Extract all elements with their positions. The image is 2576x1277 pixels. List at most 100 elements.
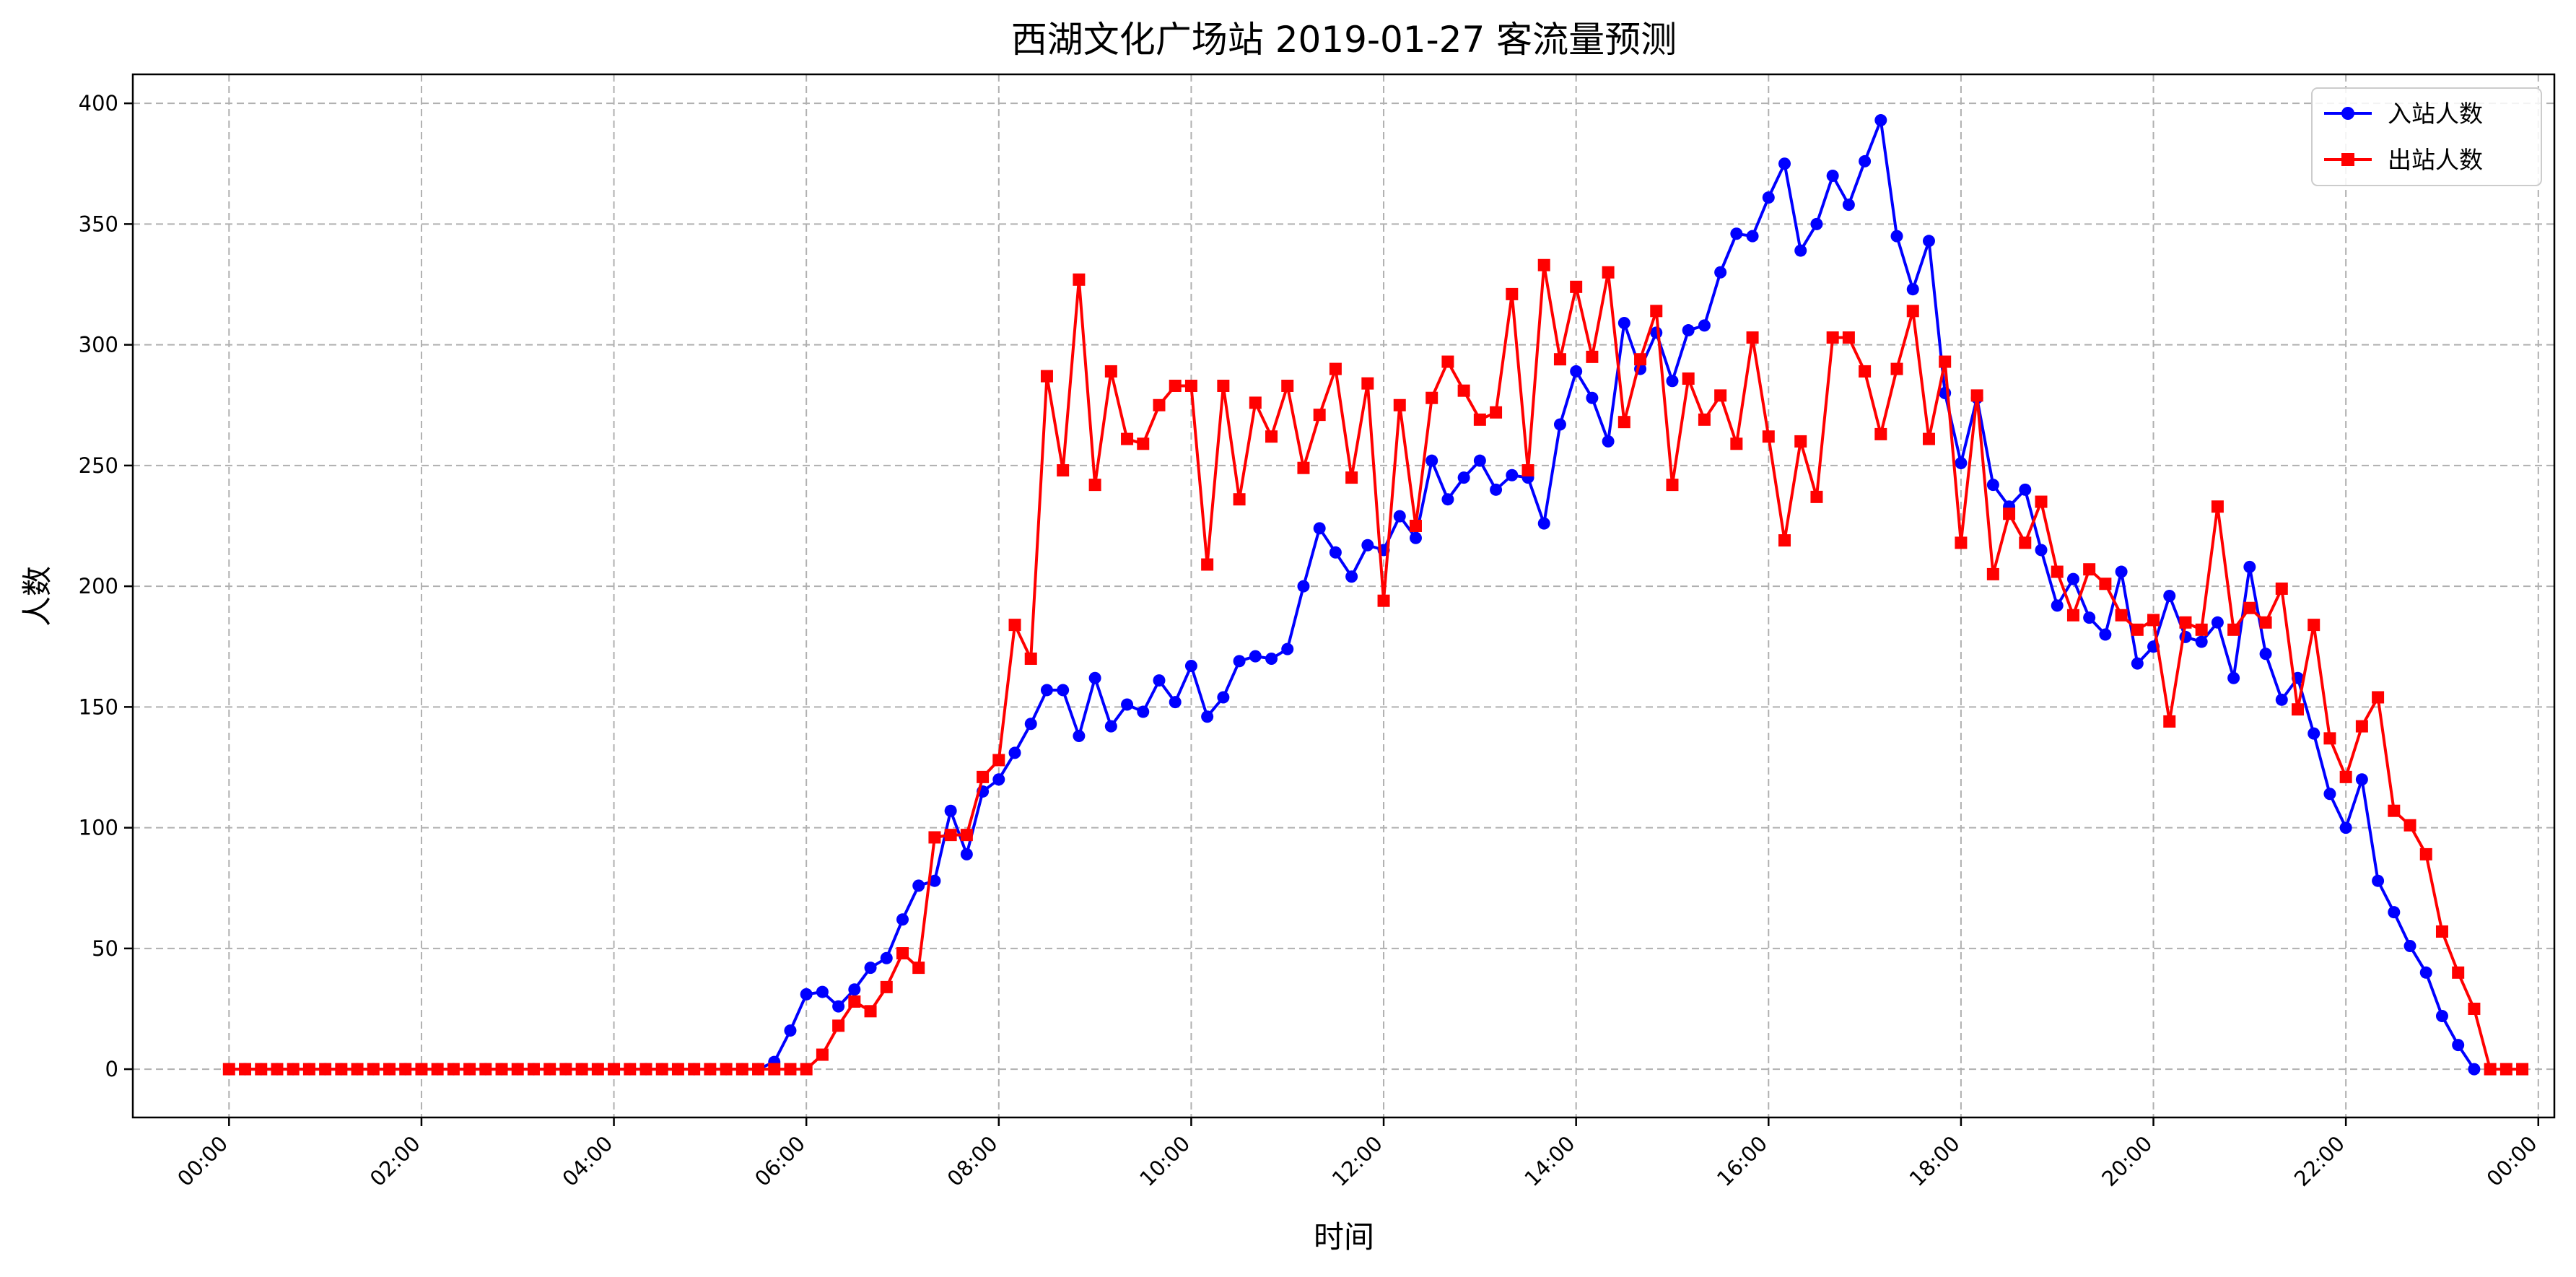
data-point	[1265, 430, 1278, 443]
data-point	[2452, 1039, 2465, 1052]
data-point	[1890, 230, 1903, 243]
y-tick-label: 300	[79, 333, 118, 357]
data-point	[222, 1063, 235, 1076]
data-point	[688, 1063, 701, 1076]
y-tick-label: 250	[79, 453, 118, 478]
data-point	[1313, 409, 1326, 422]
data-point	[1073, 273, 1086, 286]
data-point	[1024, 652, 1037, 665]
data-point	[752, 1063, 765, 1076]
data-point	[2066, 572, 2079, 585]
data-point	[1104, 720, 1117, 733]
data-point	[2259, 648, 2272, 661]
data-point	[816, 985, 829, 998]
data-point	[896, 913, 909, 926]
data-point	[768, 1063, 781, 1076]
data-point	[1794, 435, 1807, 448]
data-point	[2403, 940, 2416, 953]
data-point	[1986, 479, 1999, 492]
data-point	[1040, 684, 1053, 697]
data-point	[977, 770, 990, 783]
data-point	[2468, 1063, 2481, 1076]
data-point	[1842, 199, 1855, 212]
data-point	[1714, 266, 1727, 279]
data-point	[2051, 565, 2064, 578]
data-point	[1121, 432, 1134, 445]
data-point	[2179, 616, 2192, 629]
data-point	[1345, 570, 1358, 583]
data-point	[1730, 437, 1743, 450]
data-point	[1121, 698, 1134, 711]
data-point	[1810, 490, 1823, 503]
data-point	[1297, 580, 1310, 593]
data-point	[816, 1048, 829, 1061]
y-tick-label: 200	[79, 574, 118, 598]
data-point	[1153, 398, 1166, 411]
data-point	[2275, 693, 2288, 706]
data-point	[1666, 479, 1679, 492]
data-point	[2051, 599, 2064, 612]
data-point	[1826, 331, 1839, 344]
data-point	[447, 1063, 460, 1076]
data-point	[704, 1063, 717, 1076]
data-point	[2227, 623, 2240, 636]
data-point	[1153, 674, 1166, 687]
data-point	[2066, 609, 2079, 622]
data-point	[1955, 536, 1968, 549]
data-point	[1137, 705, 1150, 718]
data-point	[2019, 536, 2032, 549]
data-point	[1201, 710, 1214, 723]
data-point	[1393, 510, 1406, 523]
data-point	[2035, 495, 2048, 508]
data-point	[928, 874, 941, 887]
data-point	[1233, 493, 1246, 506]
data-point	[1778, 534, 1791, 547]
data-point	[1586, 391, 1599, 404]
data-point	[1249, 396, 1262, 409]
data-point	[864, 962, 877, 975]
data-point	[1537, 517, 1550, 530]
data-point	[1329, 362, 1342, 375]
data-point	[2355, 773, 2368, 786]
data-point	[1682, 324, 1695, 337]
data-point	[1939, 355, 1952, 368]
y-tick-label: 0	[105, 1057, 118, 1081]
y-tick-label: 400	[79, 91, 118, 116]
data-point	[575, 1063, 588, 1076]
data-point	[2083, 563, 2096, 576]
data-point	[1955, 457, 1968, 470]
data-point	[1393, 398, 1406, 411]
data-point	[1922, 432, 1935, 445]
data-point	[992, 773, 1005, 786]
data-point	[335, 1063, 348, 1076]
data-point	[671, 1063, 684, 1076]
data-point	[2003, 507, 2016, 520]
legend-label-inbound: 入站人数	[2388, 100, 2483, 128]
data-point	[1345, 471, 1358, 484]
data-point	[864, 1005, 877, 1018]
y-axis: 0 50 100 150 200 250 300 350 400	[79, 91, 133, 1081]
data-point	[1281, 642, 1294, 655]
data-point	[543, 1063, 556, 1076]
data-point	[1794, 244, 1807, 257]
data-point	[1650, 305, 1663, 318]
data-point	[2355, 720, 2368, 733]
data-point	[2419, 847, 2432, 860]
data-point	[1441, 493, 1454, 506]
y-tick-label: 150	[79, 694, 118, 719]
data-point	[2195, 635, 2208, 648]
data-point	[1617, 416, 1630, 429]
data-point	[2339, 770, 2352, 783]
data-point	[351, 1063, 364, 1076]
data-point	[1361, 377, 1374, 390]
legend: 入站人数 出站人数	[2311, 87, 2542, 186]
data-point	[2419, 966, 2432, 979]
data-point	[527, 1063, 540, 1076]
data-point	[2292, 703, 2305, 716]
data-point	[2308, 727, 2320, 740]
legend-label-outbound: 出站人数	[2388, 146, 2483, 174]
data-point	[287, 1063, 300, 1076]
data-point	[960, 847, 973, 860]
y-tick-label: 50	[92, 936, 118, 961]
